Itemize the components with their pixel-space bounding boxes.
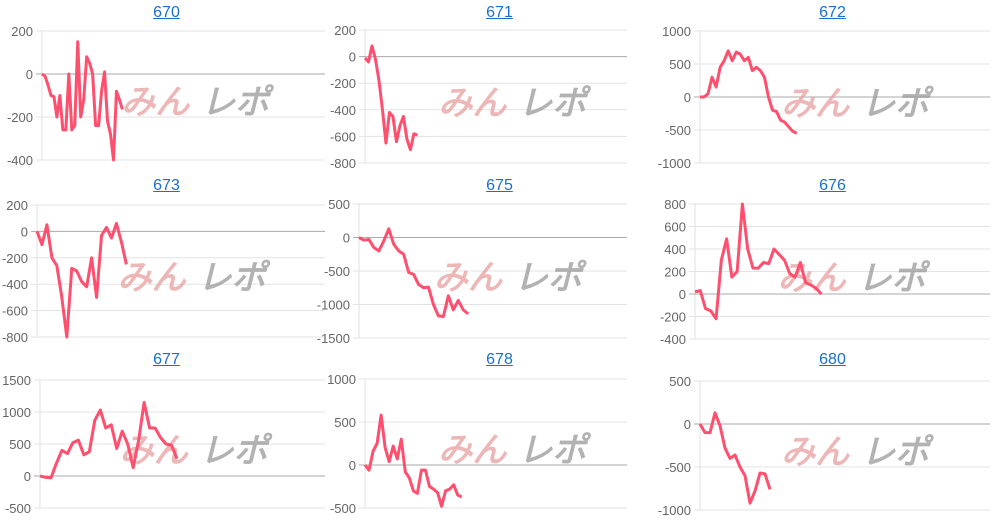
y-tick-label: 500 [328,197,350,212]
watermark-logo: みん [121,83,190,123]
chart-677: 677 1500 1000 500 0 -500 みん レポ [0,347,333,520]
y-tick-label: -1000 [658,503,691,518]
plot: 500 0 -500 -1000 -1500 みん レポ [317,197,627,346]
chart-title-link[interactable]: 675 [486,177,513,194]
series-line [41,40,124,162]
y-tick-label: 500 [669,374,691,389]
y-tick-label: -200 [660,310,686,325]
y-tick-label: -400 [2,277,28,292]
chart-675: 675 500 0 -500 -1000 -1500 みん レポ [317,173,666,346]
series-line [694,202,823,321]
y-tick-label: 0 [679,287,686,302]
y-tick-label: -1500 [317,331,350,346]
y-tick-label: -800 [2,330,28,345]
y-tick-label: -500 [324,264,350,279]
y-tick-label: -200 [2,251,28,266]
series-line [700,49,798,135]
plot: 500 0 -500 -1000 みん レポ [658,374,990,518]
y-tick-label: 0 [349,50,356,65]
y-tick-label: 600 [664,220,686,235]
y-tick-label: 800 [664,197,686,212]
plot: 200 0 -200 -400 みん レポ [7,24,325,168]
watermark-logo: みん [118,258,187,298]
y-tick-label: 1000 [2,405,31,420]
chart-title-link[interactable]: 671 [486,4,513,21]
y-tick-label: 0 [343,231,350,246]
watermark-logo: レポ [514,258,587,298]
series-line [39,400,179,480]
watermark-logo: みん [434,258,503,298]
plot: 1000 500 0 -500 みん レポ [327,372,627,516]
watermark-logo: みん [438,84,507,124]
watermark-logo: レポ [858,259,931,299]
watermark-logo: みん [778,259,847,299]
y-tick-label: -500 [330,501,356,516]
watermark-logo: レポ [861,433,934,473]
y-tick-label: 1500 [2,373,31,388]
y-tick-label: 500 [9,437,31,452]
y-tick-label: -400 [660,332,686,347]
watermark-logo: みん [781,84,850,124]
chart-680: 680 500 0 -500 -1000 みん レポ [658,347,998,520]
plot: 1000 500 0 -500 -1000 みん レポ [658,24,990,171]
chart-title-link[interactable]: 677 [153,351,180,368]
plot: 800 600 400 200 0 -200 -400 みん レポ [660,197,990,347]
y-tick-label: -800 [330,156,356,171]
y-tick-label: 0 [24,469,31,484]
y-tick-label: -500 [665,460,691,475]
y-tick-label: 0 [21,224,28,239]
watermark-logo: レポ [200,431,273,471]
y-tick-label: -200 [330,76,356,91]
watermark-logo: レポ [861,84,934,124]
series-line [35,221,128,339]
y-tick-label: -600 [330,129,356,144]
y-tick-label: 0 [684,417,691,432]
y-tick-label: 200 [334,23,356,38]
watermark-logo: レポ [518,431,591,471]
watermark-logo: レポ [198,258,271,298]
y-tick-label: -400 [7,153,33,168]
y-tick-label: 200 [6,198,28,213]
y-tick-label: 400 [664,242,686,257]
y-tick-label: 1000 [327,372,356,387]
y-tick-label: -1000 [317,298,350,313]
series-line [363,413,463,508]
y-tick-label: -400 [330,103,356,118]
series-line [363,44,418,152]
plot: 200 0 -200 -400 -600 -800 みん レポ [2,198,325,345]
y-tick-label: 0 [349,458,356,473]
y-tick-label: -500 [665,123,691,138]
series-line [358,227,470,319]
y-tick-label: -1000 [658,156,691,171]
watermark-logo: みん [438,431,507,471]
chart-title-link[interactable]: 676 [819,177,846,194]
chart-title-link[interactable]: 670 [153,4,180,21]
watermark-logo: レポ [201,83,274,123]
chart-title-link[interactable]: 672 [819,4,846,21]
chart-title-link[interactable]: 680 [819,351,846,368]
y-tick-label: 500 [669,57,691,72]
y-tick-label: 0 [684,90,691,105]
chart-676: 676 800 600 400 200 0 -200 -400 みん レポ [660,173,998,347]
chart-673: 673 200 0 -200 -400 -600 -800 みん レポ [0,173,333,346]
plot: 200 0 -200 -400 -600 -800 みん レポ [330,23,627,171]
chart-title-link[interactable]: 673 [153,177,180,194]
watermark-logo: みん [781,433,850,473]
watermark-logo: レポ [518,84,591,124]
y-tick-label: 1000 [662,24,691,39]
y-tick-label: -500 [5,501,31,516]
y-tick-label: 200 [664,265,686,280]
y-tick-label: -200 [7,110,33,125]
y-tick-label: 500 [334,415,356,430]
series-line [698,411,772,505]
chart-672: 672 1000 500 0 -500 -1000 みん レポ [658,0,998,173]
chart-678: 678 1000 500 0 -500 みん レポ [327,347,666,520]
chart-671: 671 200 0 -200 -400 -600 -800 みん レポ [330,0,666,173]
y-tick-label: 0 [26,67,33,82]
y-tick-label: 200 [11,24,33,39]
chart-670: 670 200 0 -200 -400 みん レポ [0,0,333,173]
chart-title-link[interactable]: 678 [486,351,513,368]
y-tick-label: -600 [2,304,28,319]
